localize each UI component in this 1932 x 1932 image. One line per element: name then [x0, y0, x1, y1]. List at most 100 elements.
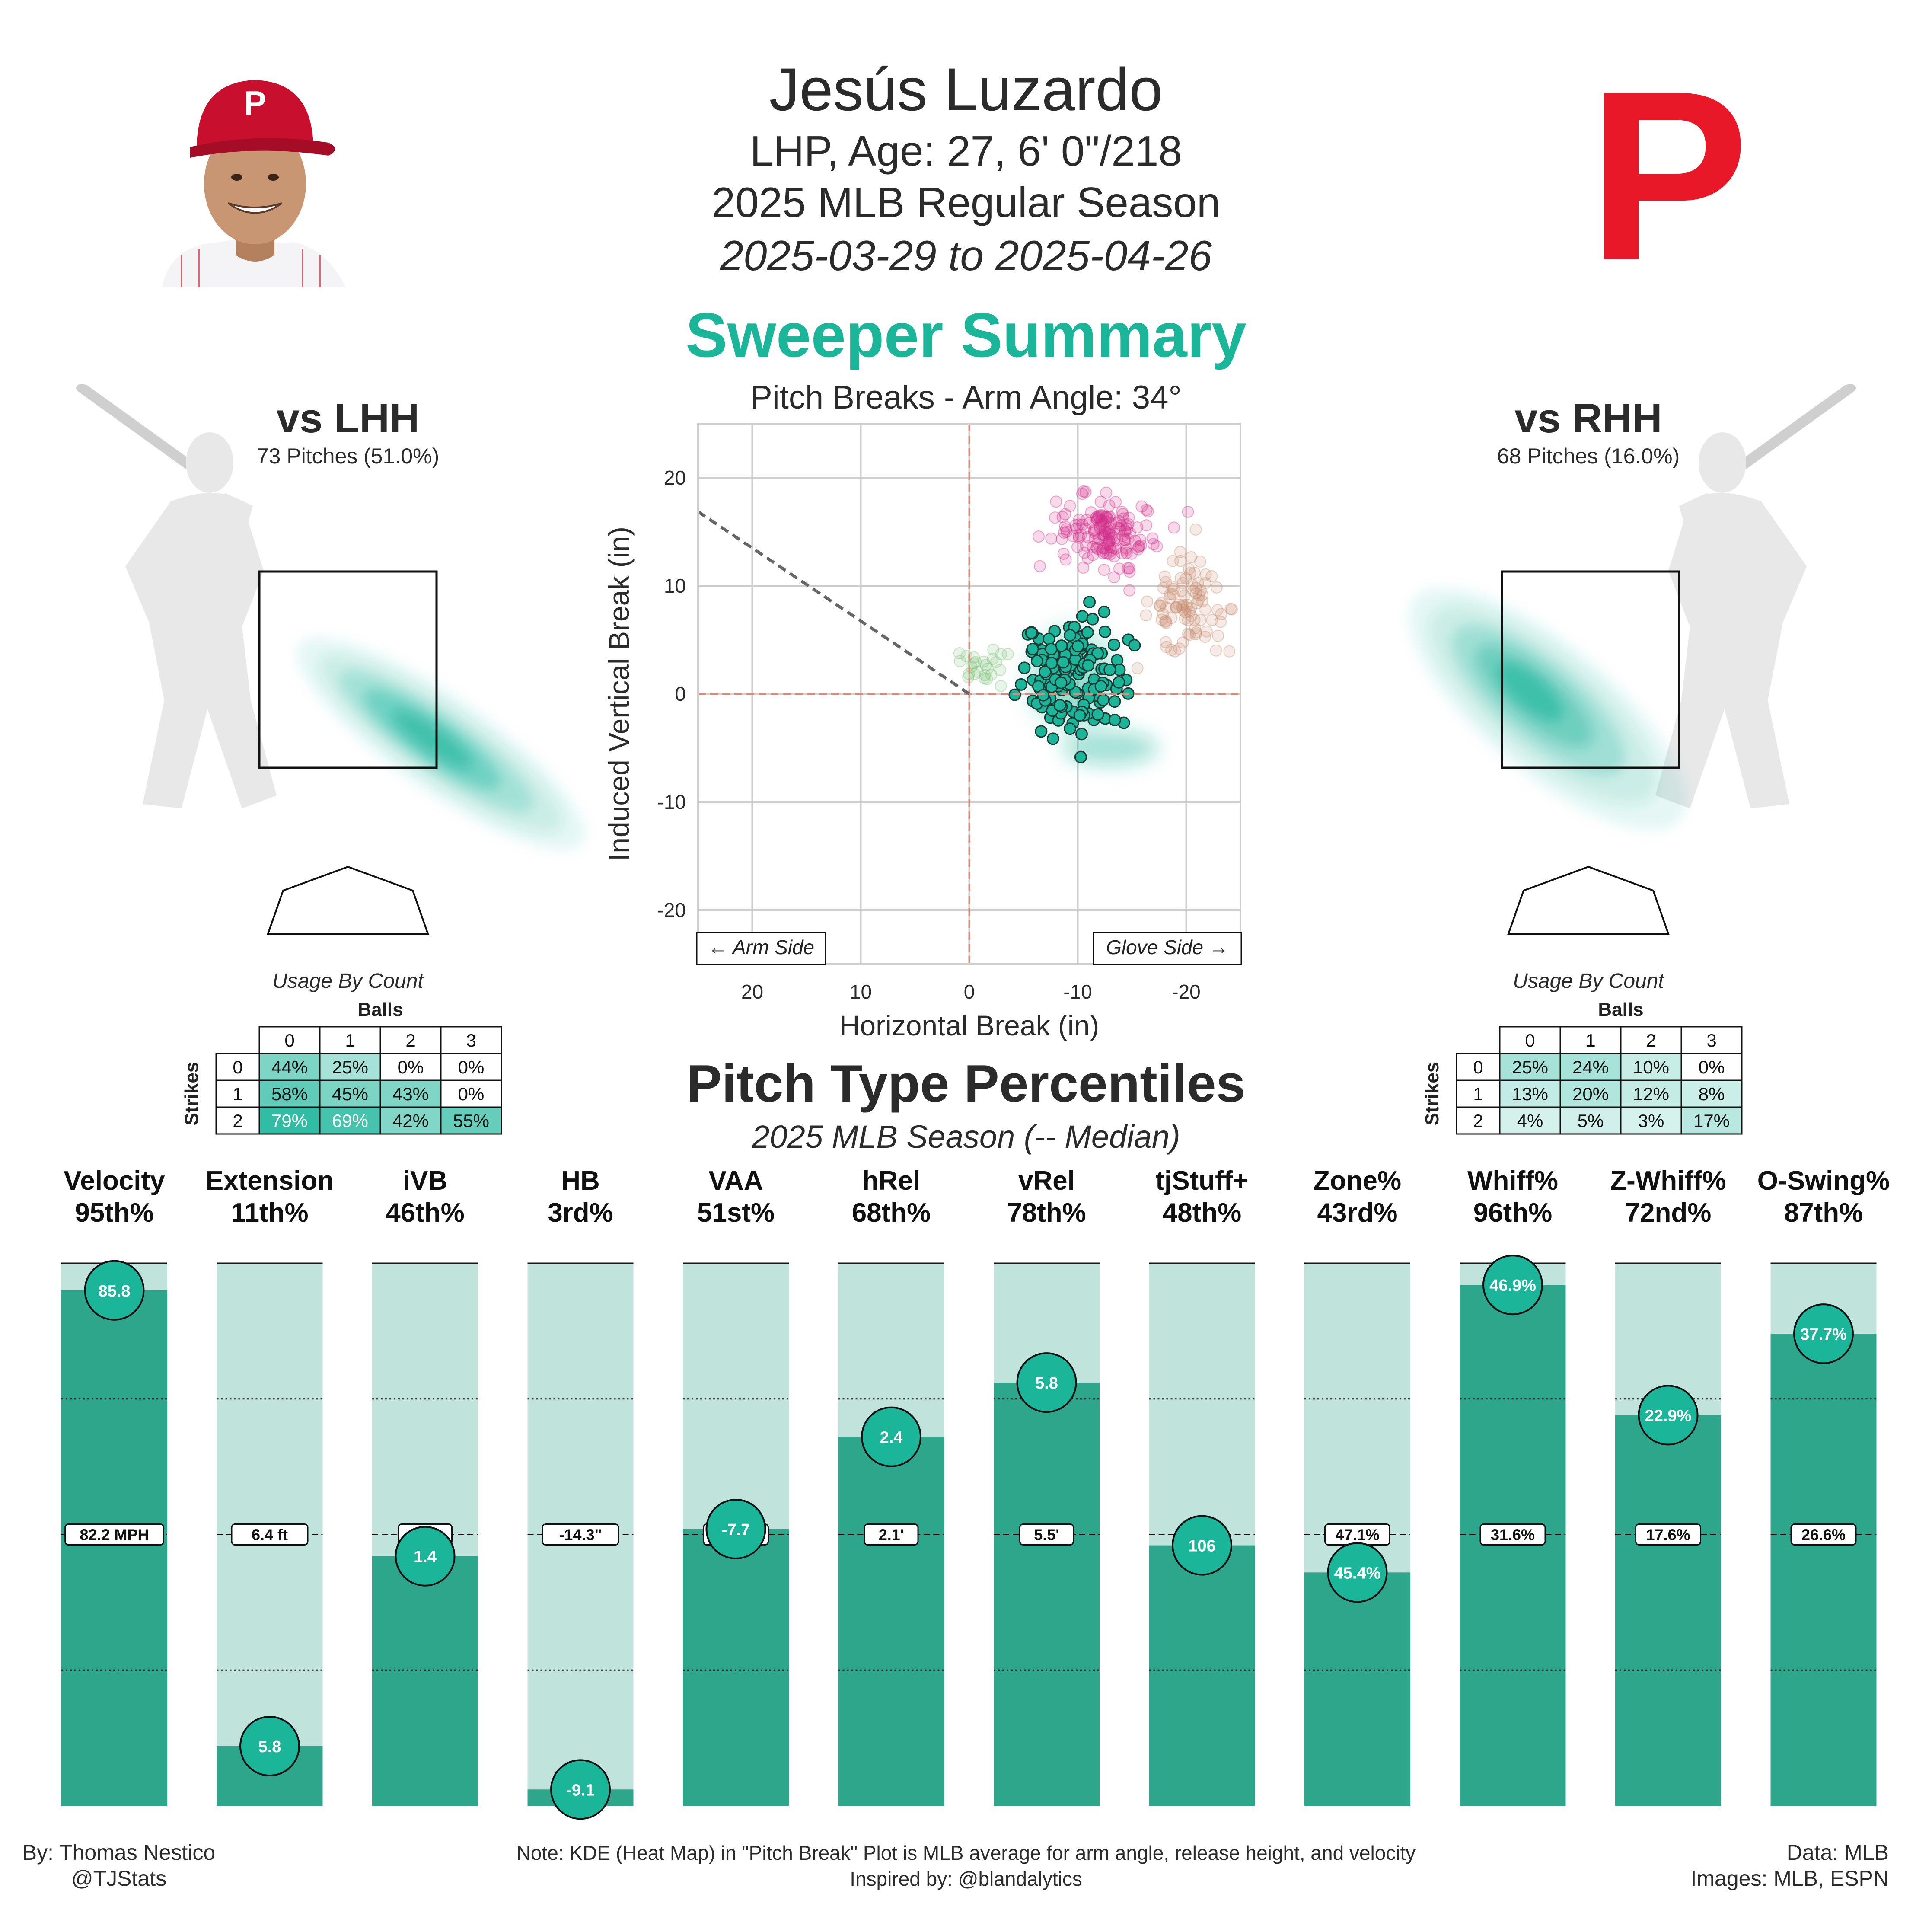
- other-pitch-point: [1120, 547, 1133, 559]
- metric-label: iVB: [403, 1166, 447, 1196]
- other-pitch-point: [985, 668, 998, 681]
- strikes-header-cell: [1456, 1106, 1501, 1135]
- sweeper-point: [1083, 596, 1096, 609]
- metric-percentile-label: 11th%: [231, 1198, 308, 1228]
- percentiles-subtitle: 2025 MLB Season (-- Median): [751, 1119, 1180, 1155]
- usage-cell-value: 5%: [1578, 1111, 1604, 1131]
- other-pitch-point: [1168, 521, 1180, 534]
- other-pitch-point: [1097, 542, 1109, 554]
- other-pitch-point: [1155, 597, 1168, 609]
- percentile-marker: [705, 1498, 766, 1559]
- other-pitch-point: [995, 648, 1007, 661]
- balls-header-label: 1: [1585, 1030, 1595, 1051]
- other-pitch-point: [1179, 613, 1191, 625]
- usage-cell: [258, 1106, 321, 1135]
- other-pitch-point: [1122, 518, 1135, 530]
- percentile-marker: [550, 1759, 611, 1820]
- other-pitch-point: [1088, 527, 1100, 539]
- other-pitch-point: [1079, 485, 1092, 498]
- other-pitch-point: [1103, 535, 1116, 547]
- metric-label: O-Swing%: [1757, 1166, 1890, 1196]
- other-pitch-point: [1157, 608, 1169, 620]
- other-pitch-point: [1055, 533, 1068, 545]
- metric-label: Zone%: [1314, 1166, 1401, 1196]
- rhh-usage-title: Usage By Count: [1513, 970, 1664, 993]
- other-pitch-point: [1109, 542, 1122, 555]
- other-pitch-point: [1072, 530, 1085, 542]
- other-pitch-point: [1182, 614, 1194, 626]
- lhh-usage-table: Balls Strikes 0 1 2 3 0 44% 25% 0% 0% 1 58% 45% 43% 0% 2…: [181, 999, 502, 1135]
- svg-text:P: P: [244, 84, 266, 122]
- other-pitch-point: [1158, 570, 1171, 583]
- other-pitch-point: [1196, 595, 1208, 607]
- metric-label: Extension: [206, 1166, 334, 1196]
- balls-axis-label: Balls: [1598, 999, 1643, 1020]
- sweeper-point: [1026, 642, 1039, 655]
- sweeper-point: [1108, 695, 1121, 708]
- sweeper-point: [1099, 625, 1112, 638]
- median-value-label: -14.3": [559, 1526, 602, 1544]
- other-pitch-point: [1170, 601, 1183, 614]
- other-pitch-point: [1193, 589, 1205, 601]
- other-pitch-point: [1110, 517, 1122, 530]
- other-pitch-point: [1185, 610, 1198, 622]
- other-pitch-point: [1186, 578, 1199, 591]
- other-pitch-point: [1108, 550, 1120, 562]
- other-pitch-point: [1103, 499, 1116, 512]
- sweeper-point: [1035, 725, 1048, 738]
- other-pitch-point: [1165, 644, 1178, 656]
- sweeper-point: [1057, 656, 1070, 669]
- usage-cell-value: 69%: [332, 1111, 368, 1131]
- percentile-bar-fill: [1149, 1545, 1255, 1806]
- vs-lhh-panel: vs LHH 73 Pitches (51.0%) Usage By Count…: [181, 395, 585, 1135]
- usage-cell-value: 12%: [1633, 1084, 1669, 1104]
- other-pitch-point: [1181, 598, 1193, 611]
- strikes-header-cell: [215, 1106, 260, 1135]
- other-pitch-point: [1170, 601, 1183, 614]
- pitch-break-chart: Pitch Breaks - Arm Angle: 34° 20 10 0 -10 -2…: [603, 379, 1242, 1041]
- plot-frame: [697, 423, 1241, 965]
- other-pitch-point: [1160, 601, 1173, 614]
- other-pitch-point: [1093, 509, 1105, 522]
- other-pitch-point: [1119, 525, 1132, 538]
- other-pitch-point: [1059, 520, 1071, 533]
- other-pitch-point: [1210, 644, 1222, 657]
- other-pitch-point: [1077, 485, 1090, 498]
- other-pitch-point: [1114, 523, 1126, 535]
- median-value-label: 6.4 ft: [252, 1526, 288, 1544]
- strikes-header-label: 1: [233, 1084, 242, 1104]
- other-pitch-point: [1077, 561, 1090, 574]
- other-pitch-point: [1104, 548, 1116, 561]
- other-pitch-point: [1103, 541, 1116, 553]
- other-pitch-point: [1093, 533, 1106, 545]
- other-pitch-point: [1099, 523, 1112, 535]
- other-pitch-point: [1160, 636, 1172, 648]
- usage-cell: [319, 1079, 381, 1108]
- other-pitch-point: [1180, 601, 1193, 614]
- other-pitch-point: [1140, 609, 1152, 622]
- usage-cell-value: 0%: [458, 1084, 485, 1104]
- other-pitch-point: [1205, 570, 1218, 582]
- other-pitch-point: [1089, 532, 1101, 545]
- other-pitch-point: [1113, 521, 1125, 534]
- usage-cell-value: 43%: [392, 1084, 429, 1104]
- other-pitch-point: [1109, 532, 1121, 544]
- sweeper-point: [1039, 665, 1052, 678]
- other-pitch-point: [1072, 518, 1085, 531]
- footer-note: Note: KDE (Heat Map) in "Pitch Break" Pl…: [516, 1842, 1416, 1864]
- other-pitch-point: [1071, 541, 1084, 553]
- sweeper-point: [1076, 610, 1089, 623]
- balls-header-label: 2: [1646, 1030, 1656, 1051]
- other-pitch-point: [1167, 583, 1180, 595]
- usage-cell-value: 0%: [398, 1057, 424, 1077]
- median-value-label: 82.2 MPH: [80, 1526, 149, 1544]
- other-pitch-point: [1073, 531, 1085, 544]
- balls-header-label: 0: [1525, 1030, 1535, 1051]
- other-pitch-point: [1189, 582, 1202, 594]
- balls-header-cell: [379, 1026, 442, 1054]
- season-label: 2025 MLB Regular Season: [712, 179, 1221, 226]
- sweeper-point: [1037, 689, 1050, 702]
- strikes-axis-label: Strikes: [1422, 1062, 1443, 1126]
- other-pitch-point: [1100, 511, 1113, 523]
